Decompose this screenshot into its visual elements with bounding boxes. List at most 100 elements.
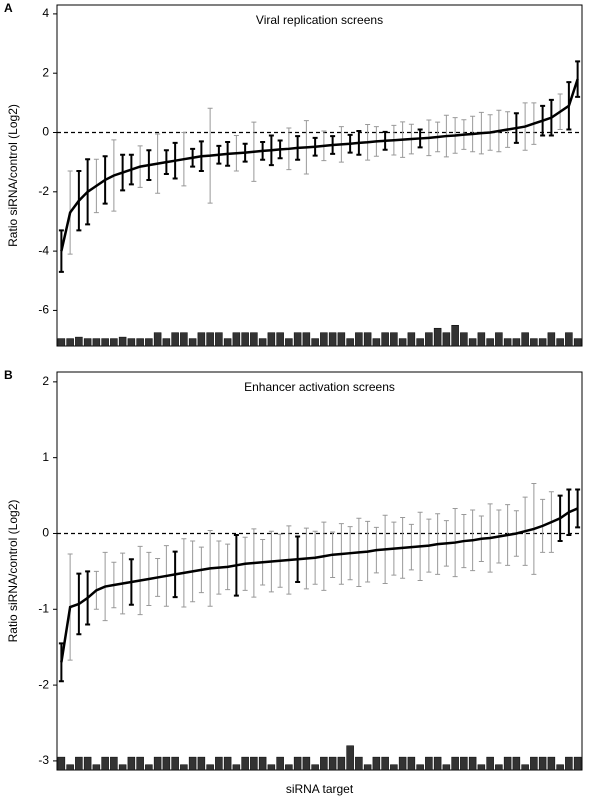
- bottom-bar: [258, 756, 267, 771]
- bottom-bar: [547, 332, 556, 347]
- bottom-bar: [512, 338, 521, 347]
- bottom-bar: [425, 756, 433, 771]
- bottom-bar: [398, 338, 407, 347]
- bottom-bar: [153, 756, 162, 771]
- error-bar: [58, 642, 64, 683]
- bottom-bar: [145, 338, 153, 347]
- bottom-bar: [162, 338, 171, 347]
- bottom-bar: [232, 764, 241, 771]
- bottom-bar: [565, 756, 573, 771]
- bottom-bar: [223, 338, 232, 347]
- bottom-bar: [328, 756, 337, 771]
- mean-line: [60, 78, 579, 252]
- bottom-bar: [495, 332, 503, 347]
- bottom-bar: [407, 332, 416, 347]
- bottom-bar: [83, 756, 92, 771]
- bottom-bar: [346, 338, 354, 347]
- y-tick-label: 1: [42, 450, 49, 464]
- bottom-bar: [153, 332, 162, 347]
- bottom-bar: [180, 764, 188, 771]
- bottom-bar: [118, 764, 127, 771]
- bottom-bar: [573, 338, 582, 347]
- bottom-bar: [188, 756, 197, 771]
- bottom-bar: [468, 338, 477, 347]
- bottom-bar: [267, 764, 276, 771]
- bottom-bar: [442, 764, 451, 771]
- bottom-bar: [503, 756, 512, 771]
- bottom-bar: [355, 756, 363, 771]
- y-tick-label: 4: [42, 6, 49, 20]
- bottom-bar: [110, 338, 118, 347]
- bottom-bar: [573, 756, 582, 771]
- bottom-bar: [171, 332, 179, 347]
- bottom-bar: [538, 756, 547, 771]
- bottom-bar: [206, 332, 214, 347]
- bottom-bar: [320, 756, 328, 771]
- bottom-bar: [547, 756, 556, 771]
- bottom-bar: [363, 764, 372, 771]
- bottom-bar: [381, 756, 389, 771]
- y-tick-label: -6: [38, 303, 49, 317]
- plot-frame: [56, 371, 583, 771]
- bottom-bar: [425, 332, 433, 347]
- bottom-bar: [136, 338, 144, 347]
- bottom-bar: [390, 332, 398, 347]
- bottom-bar: [451, 324, 459, 347]
- y-tick-label: -4: [38, 243, 49, 257]
- bottom-bar: [468, 756, 477, 771]
- bottom-bar: [171, 756, 179, 771]
- bottom-bar: [267, 332, 276, 347]
- bottom-bar: [337, 756, 346, 771]
- bottom-bar: [433, 327, 442, 347]
- bottom-bar: [363, 332, 372, 347]
- bottom-bar: [285, 764, 293, 771]
- bottom-bar: [180, 332, 188, 347]
- bottom-bar: [101, 338, 109, 347]
- panel-label: A: [4, 1, 13, 15]
- bottom-bar: [293, 332, 302, 347]
- bottom-bar: [66, 338, 74, 347]
- bottom-bar: [250, 756, 258, 771]
- bottom-bar: [521, 764, 529, 771]
- bottom-bar: [83, 338, 92, 347]
- bottom-bar: [302, 756, 311, 771]
- bottom-bar: [302, 332, 311, 347]
- plot-frame: [56, 4, 583, 347]
- error-bar: [575, 60, 581, 98]
- bottom-bar: [416, 764, 424, 771]
- bottom-bar: [188, 338, 197, 347]
- bottom-bar: [206, 764, 214, 771]
- bottom-bar: [232, 332, 241, 347]
- panel-label: B: [4, 368, 13, 382]
- bottom-bar: [223, 756, 232, 771]
- bottom-bar: [503, 338, 512, 347]
- y-tick-label: -2: [38, 184, 49, 198]
- bottom-bar: [118, 336, 127, 347]
- bottom-bar: [530, 756, 538, 771]
- mean-line: [60, 507, 579, 663]
- bottom-bar: [486, 338, 494, 347]
- bottom-bar: [162, 756, 171, 771]
- bottom-bar: [460, 332, 468, 347]
- y-axis-label: Ratio siRNA/control (Log2): [6, 500, 20, 643]
- bottom-bar: [320, 332, 328, 347]
- y-tick-label: -1: [38, 601, 49, 615]
- bottom-bar: [512, 756, 521, 771]
- bottom-bar: [372, 338, 381, 347]
- bottom-bar: [460, 756, 468, 771]
- bottom-bar: [477, 764, 486, 771]
- bottom-bar: [311, 764, 319, 771]
- panel-title: Viral replication screens: [256, 13, 383, 27]
- bottom-bar: [538, 338, 547, 347]
- bottom-bar: [215, 332, 223, 347]
- bottom-bar: [66, 764, 74, 771]
- bottom-bar: [136, 756, 144, 771]
- bottom-bar: [390, 764, 398, 771]
- bottom-bar: [127, 338, 136, 347]
- bottom-bar: [241, 756, 249, 771]
- y-tick-label: 0: [42, 125, 49, 139]
- y-tick-label: -3: [38, 753, 49, 767]
- bottom-bar: [75, 336, 83, 347]
